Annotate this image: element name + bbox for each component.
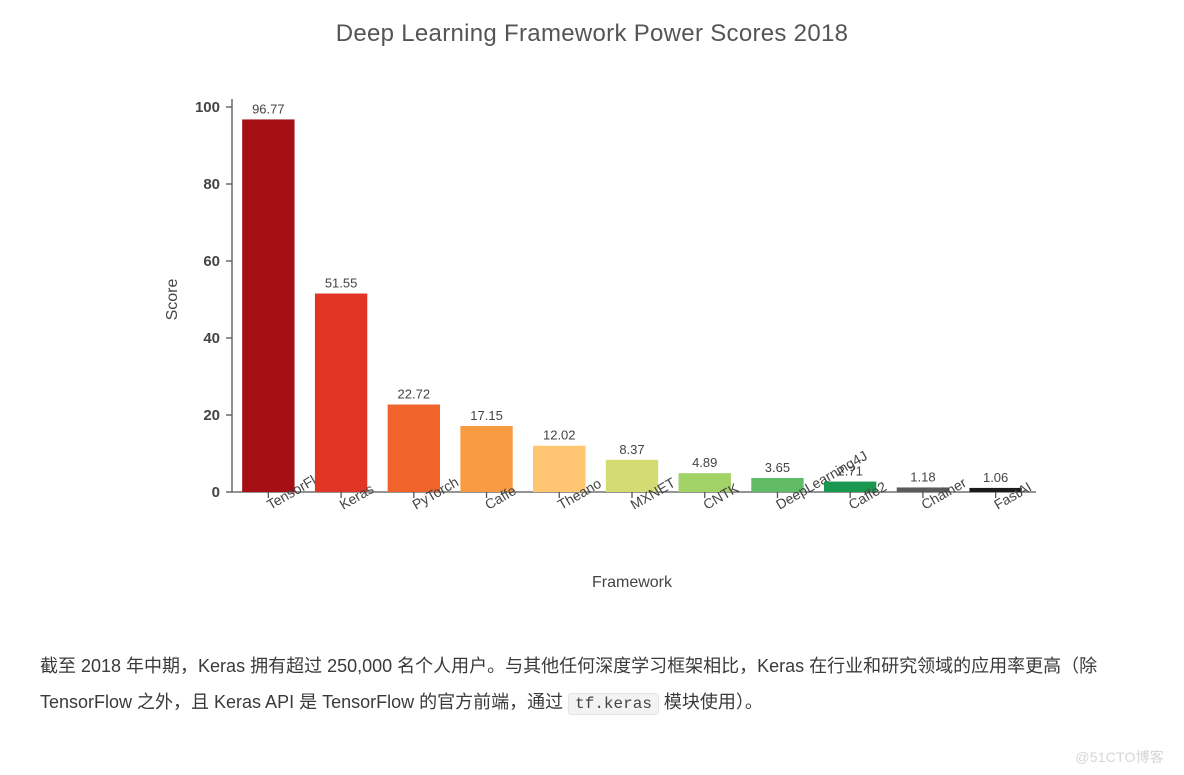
watermark-text: @51CTO博客 [1075,747,1164,767]
svg-text:2.71: 2.71 [838,464,863,479]
svg-text:20: 20 [203,407,220,424]
bar-keras [315,294,367,492]
svg-text:1.18: 1.18 [910,469,935,484]
chart-container: Deep Learning Framework Power Scores 201… [40,20,1144,632]
svg-text:4.89: 4.89 [692,455,717,470]
svg-text:17.15: 17.15 [470,408,503,423]
svg-text:Framework: Framework [592,574,673,591]
caption-code: tf.keras [568,693,659,715]
svg-text:0: 0 [212,484,220,501]
svg-text:1.06: 1.06 [983,470,1008,485]
svg-text:96.77: 96.77 [252,101,285,116]
svg-text:3.65: 3.65 [765,460,790,475]
svg-text:80: 80 [203,176,220,193]
svg-text:22.72: 22.72 [398,387,431,402]
svg-text:60: 60 [203,253,220,270]
svg-text:12.02: 12.02 [543,428,576,443]
svg-text:8.37: 8.37 [619,442,644,457]
bar-tensorflow [242,119,294,492]
svg-text:40: 40 [203,330,220,347]
bar-caffe [460,426,512,492]
svg-text:100: 100 [195,99,220,116]
caption-paragraph: 截至 2018 年中期，Keras 拥有超过 250,000 名个人用户。与其他… [40,648,1144,720]
bar-pytorch [388,405,440,492]
caption-post: 模块使用）。 [659,692,763,712]
bar-chart: 020406080100Score96.77TensorFlow51.55Ker… [132,72,1052,632]
chart-title: Deep Learning Framework Power Scores 201… [40,20,1144,48]
svg-text:Score: Score [164,279,181,321]
svg-text:51.55: 51.55 [325,276,358,291]
